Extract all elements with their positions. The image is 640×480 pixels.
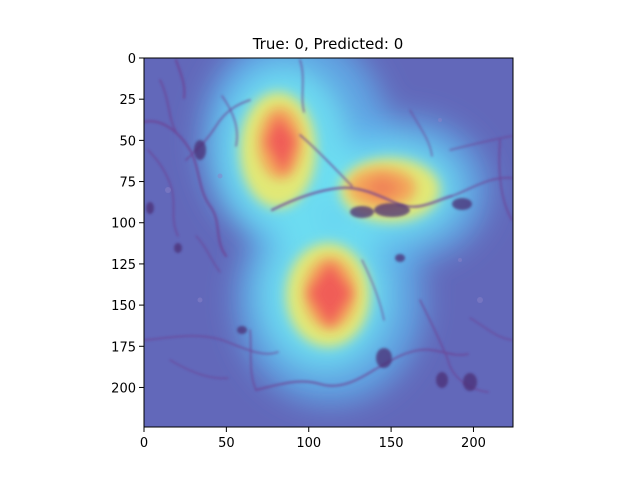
x-axis-ticks: 0 50 100 150 200 xyxy=(140,427,486,451)
y-tick-label: 50 xyxy=(119,134,136,149)
hotspot-lower xyxy=(308,262,352,328)
y-tick-label: 0 xyxy=(128,52,136,67)
x-tick-label: 100 xyxy=(296,436,321,451)
heatmap-image xyxy=(144,58,513,427)
x-tick-label: 0 xyxy=(140,436,148,451)
y-tick-label: 175 xyxy=(111,340,136,355)
axes-frame xyxy=(143,57,514,428)
x-tick-label: 150 xyxy=(379,436,404,451)
tissue-nuclei xyxy=(146,140,477,391)
y-tick-label: 150 xyxy=(111,299,136,314)
hotspot-upper-left xyxy=(266,115,296,175)
x-tick-label: 200 xyxy=(461,436,486,451)
y-tick-label: 125 xyxy=(111,258,136,273)
y-axis-ticks: 0 25 50 75 100 125 150 175 200 xyxy=(111,52,144,396)
y-tick-label: 75 xyxy=(119,176,136,191)
tissue-speckles xyxy=(165,118,483,303)
y-tick-label: 25 xyxy=(119,93,136,108)
y-tick-label: 200 xyxy=(111,381,136,396)
x-tick-label: 50 xyxy=(218,436,235,451)
tissue-strands xyxy=(144,59,513,393)
y-tick-label: 100 xyxy=(111,217,136,232)
plot-title: True: 0, Predicted: 0 xyxy=(252,35,404,53)
